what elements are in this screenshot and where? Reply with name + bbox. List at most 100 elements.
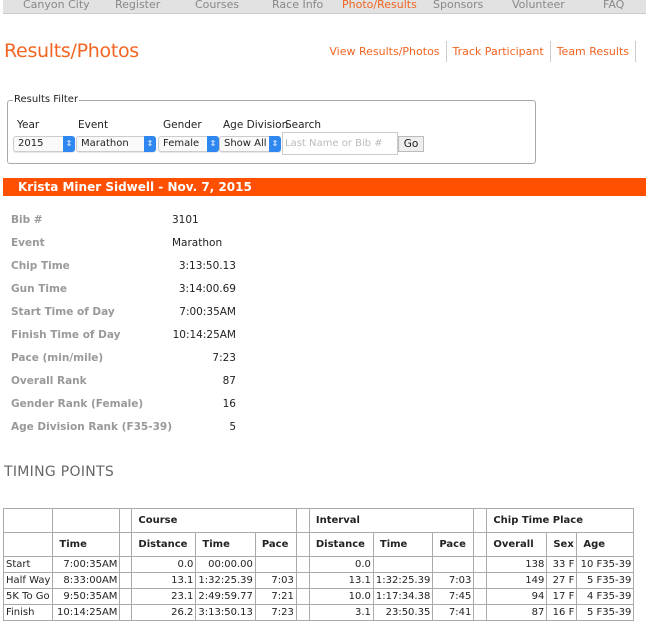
spacer-cell <box>473 556 488 573</box>
nav-canyon-city[interactable]: Canyon City <box>23 0 90 11</box>
table-cell: 1:32:25.39 <box>372 572 434 589</box>
col-overall: Overall <box>486 532 548 557</box>
age-division-select[interactable]: Show All ⇕ <box>219 136 281 152</box>
detail-row: Bib # 3101 <box>11 214 236 226</box>
col-time: Time <box>52 532 121 557</box>
table-row: Half Way 8:33:00AM 13.1 1:32:25.39 7:03 13.1 1… <box>2 572 635 589</box>
detail-value: 7:00:35AM <box>179 306 236 318</box>
table-cell: 1:17:34.38 <box>372 588 434 605</box>
table-cell: 16 F <box>546 604 578 621</box>
table-cell: 7:23 <box>254 604 297 621</box>
spacer-cell <box>473 572 488 589</box>
col-course-distance: Distance <box>131 532 197 557</box>
detail-label: Gender Rank (Female) <box>11 398 144 410</box>
table-cell: 9:50:35AM <box>52 588 121 605</box>
filter-legend: Results Filter <box>13 94 80 105</box>
go-button[interactable]: Go <box>398 136 424 152</box>
nav-courses[interactable]: Courses <box>195 0 240 11</box>
table-cell: 3.1 <box>308 604 374 621</box>
nav-volunteer[interactable]: Volunteer <box>512 0 565 11</box>
spacer-cell <box>119 572 133 589</box>
table-cell: 13.1 <box>131 572 197 589</box>
detail-value: 3:13:50.13 <box>178 260 236 272</box>
nav-faq[interactable]: FAQ <box>603 0 625 11</box>
year-label: Year <box>17 119 40 131</box>
page-title: Results/Photos <box>4 40 139 62</box>
table-cell: 1:32:25.39 <box>195 572 256 589</box>
col-sex: Sex <box>546 532 578 557</box>
table-cell: 27 F <box>546 572 578 589</box>
spacer-cell <box>295 588 310 605</box>
event-label: Event <box>78 119 109 131</box>
table-cell: 10:14:25AM <box>52 604 121 621</box>
table-cell: 0.0 <box>308 556 374 573</box>
chevron-updown-icon: ⇕ <box>144 136 156 152</box>
table-cell: 00:00.00 <box>195 556 256 573</box>
gender-value: Female <box>163 138 200 149</box>
detail-row: Gender Rank (Female) 16 <box>11 398 236 410</box>
detail-value: Marathon <box>172 237 223 249</box>
table-cell: 7:41 <box>432 604 475 621</box>
table-cell: 26.2 <box>131 604 197 621</box>
detail-value: 16 <box>222 398 236 410</box>
table-cell <box>372 556 434 573</box>
view-results-link[interactable]: View Results/Photos <box>323 41 447 62</box>
age-division-label: Age Division <box>223 119 289 131</box>
table-cell: 7:03 <box>254 572 297 589</box>
table-cell: 149 <box>486 572 548 589</box>
chevron-updown-icon: ⇕ <box>269 136 281 152</box>
detail-label: Age Division Rank (F35-39) <box>11 421 173 433</box>
table-cell: 23.1 <box>131 588 197 605</box>
spacer-cell <box>119 604 133 621</box>
detail-label: Gun Time <box>11 283 68 295</box>
spacer-cell <box>473 588 488 605</box>
table-cell <box>254 556 297 573</box>
table-row: Finish 10:14:25AM 26.2 3:13:50.13 7:23 3.1 23:… <box>2 604 635 621</box>
spacer-cell <box>295 556 310 573</box>
nav-register[interactable]: Register <box>115 0 161 11</box>
detail-row: Chip Time 3:13:50.13 <box>11 260 236 272</box>
detail-value: 3:14:00.69 <box>178 283 236 295</box>
table-cell: Finish <box>2 604 54 621</box>
search-input[interactable]: Last Name or Bib # <box>282 132 398 155</box>
table-cell <box>432 556 475 573</box>
detail-label: Pace (min/mile) <box>11 352 104 364</box>
gender-label: Gender <box>163 119 202 131</box>
table-cell: 23:50.35 <box>372 604 434 621</box>
sub-links: View Results/Photos Track Participant Te… <box>323 41 636 62</box>
table-cell: 13.1 <box>308 572 374 589</box>
detail-value: 5 <box>229 421 236 433</box>
nav-race-info[interactable]: Race Info <box>272 0 324 11</box>
detail-label: Overall Rank <box>11 375 87 387</box>
team-results-link[interactable]: Team Results <box>551 41 636 62</box>
nav-photo-results[interactable]: Photo/Results <box>342 0 417 11</box>
event-value: Marathon <box>81 138 129 149</box>
event-select[interactable]: Marathon ⇕ <box>76 136 156 152</box>
table-cell: 5K To Go <box>2 588 54 605</box>
search-label: Search <box>285 119 322 131</box>
detail-row: Gun Time 3:14:00.69 <box>11 283 236 295</box>
table-cell: 8:33:00AM <box>52 572 121 589</box>
table-cell: 7:00:35AM <box>52 556 121 573</box>
table-row: Start 7:00:35AM 0.0 00:00.00 0.0 138 33 F 10 F3… <box>2 556 635 573</box>
spacer-cell <box>119 588 133 605</box>
table-cell: 94 <box>486 588 548 605</box>
spacer-cell <box>295 572 310 589</box>
year-select[interactable]: 2015 ⇕ <box>13 136 75 152</box>
table-cell: 87 <box>486 604 548 621</box>
gender-select[interactable]: Female ⇕ <box>158 136 219 152</box>
detail-value: 3101 <box>172 214 199 226</box>
detail-label: Finish Time of Day <box>11 329 121 341</box>
detail-row: Overall Rank 87 <box>11 375 236 387</box>
track-participant-link[interactable]: Track Participant <box>447 41 551 62</box>
table-cell: Half Way <box>2 572 54 589</box>
table-cell: Start <box>2 556 54 573</box>
table-cell: 7:21 <box>254 588 297 605</box>
column-header-row: Time Distance Time Pace Distance Time Pa… <box>2 532 635 557</box>
col-interval-time: Time <box>372 532 434 557</box>
table-cell: 138 <box>486 556 548 573</box>
col-age: Age <box>576 532 635 557</box>
chevron-updown-icon: ⇕ <box>63 136 75 152</box>
year-value: 2015 <box>18 138 44 149</box>
nav-sponsors[interactable]: Sponsors <box>433 0 484 11</box>
